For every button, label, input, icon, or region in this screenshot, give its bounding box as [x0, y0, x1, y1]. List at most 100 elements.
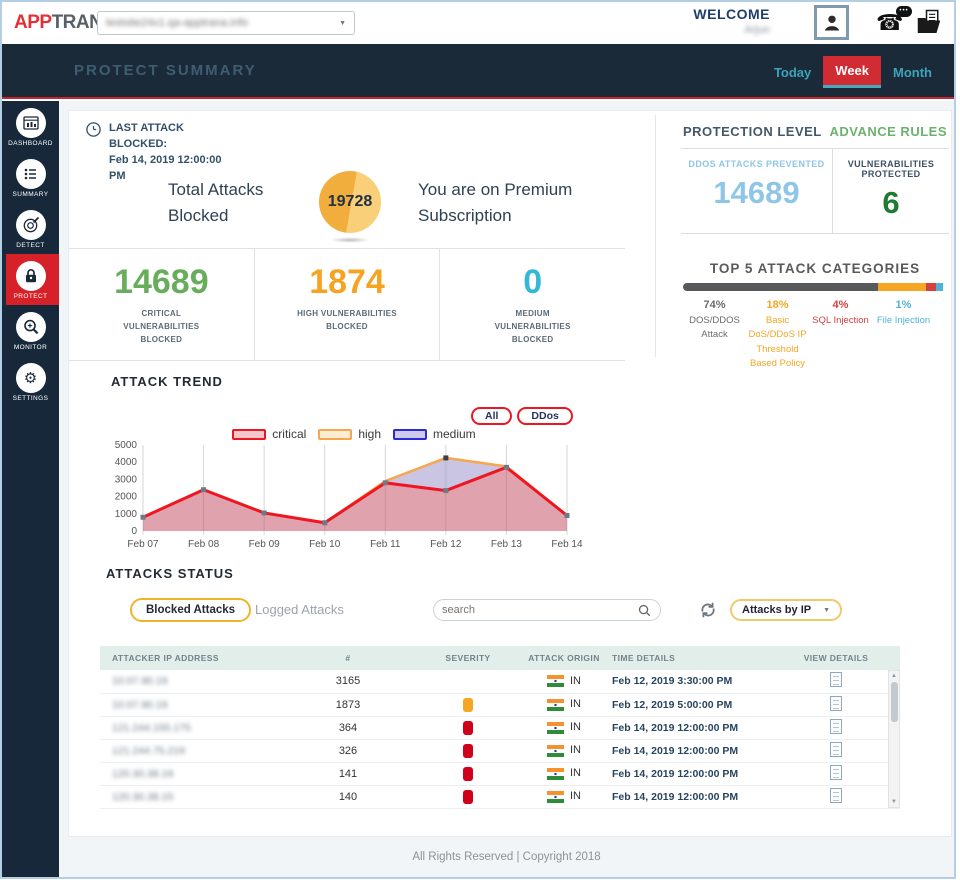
attacker-ip: 10.07.90.19 — [100, 693, 276, 717]
stat-high: 1874 HIGH VULNERABILITIES BLOCKED — [253, 249, 440, 360]
attacker-ip: 10.07.90.19 — [100, 670, 276, 694]
svg-text:5000: 5000 — [115, 440, 138, 451]
scroll-down-arrow[interactable]: ▼ — [891, 799, 897, 805]
user-name: Arjun — [744, 24, 770, 36]
category-label: Basic DoS/DDoS IP Threshold Based Policy — [748, 315, 807, 369]
chevron-down-icon: ▼ — [823, 606, 830, 614]
view-details-icon[interactable] — [830, 787, 842, 803]
dashboard-icon — [15, 108, 46, 138]
chat-bubble-icon: ••• — [896, 6, 912, 17]
last-attack-time: Feb 14, 2019 12:00:00 PM — [109, 153, 222, 182]
bar-segment-dos — [683, 283, 879, 291]
col-time-details: TIME DETAILS — [612, 646, 772, 670]
sidebar-item-monitor[interactable]: MONITOR — [2, 305, 59, 356]
attack-time: Feb 14, 2019 12:00:00 PM — [612, 739, 772, 763]
sidebar-nav: DASHBOARD SUMMARY DETECT PROTECT MONITOR — [2, 101, 59, 877]
sidebar-item-protect[interactable]: PROTECT — [2, 254, 59, 305]
attack-time: Feb 12, 2019 5:00:00 PM — [612, 693, 772, 717]
tab-month[interactable]: Month — [893, 64, 932, 80]
blocked-attacks-tab[interactable]: Blocked Attacks — [130, 598, 252, 622]
logo-app: APP — [14, 12, 52, 33]
page-title: PROTECT SUMMARY — [74, 62, 257, 79]
attacks-by-ip-value: Attacks by IP — [742, 604, 812, 616]
ddos-prevented-label: DDOS ATTACKS PREVENTED — [688, 159, 825, 169]
sidebar-item-settings[interactable]: ⚙ SETTINGS — [2, 356, 59, 407]
medium-legend-swatch — [393, 428, 427, 440]
contact-support-button[interactable]: ☎ ••• — [876, 6, 912, 38]
category-label: SQL Injection — [812, 315, 869, 326]
svg-text:Feb 10: Feb 10 — [309, 539, 341, 550]
attack-time: Feb 14, 2019 12:00:00 PM — [612, 785, 772, 809]
critical-legend-swatch — [232, 428, 267, 440]
attack-count: 364 — [276, 716, 420, 740]
reports-button[interactable] — [914, 8, 944, 38]
list-icon — [15, 159, 46, 189]
svg-text:1000: 1000 — [115, 509, 138, 520]
sidebar-item-label: DETECT — [16, 242, 45, 249]
table-row: 121.244.155.175 364 IN Feb 14, 2019 12:0… — [100, 716, 900, 740]
user-profile-button[interactable] — [814, 5, 849, 40]
sidebar-item-summary[interactable]: SUMMARY — [2, 152, 59, 203]
vulnerabilities-protected-value: 6 — [882, 185, 900, 220]
scrollbar-thumb[interactable] — [890, 682, 898, 722]
scroll-up-arrow[interactable]: ▲ — [891, 673, 897, 679]
high-legend-swatch — [318, 428, 353, 440]
india-flag-icon — [547, 790, 564, 803]
attack-trend-title: ATTACK TREND — [111, 374, 223, 389]
table-row: 120.30.38.19 141 IN Feb 14, 2019 12:00:0… — [100, 762, 900, 786]
view-details-icon[interactable] — [830, 741, 842, 757]
category-pct: 1% — [895, 299, 912, 311]
tab-week[interactable]: Week — [823, 56, 882, 88]
stat-critical-value: 14689 — [114, 263, 209, 301]
attacker-ip: 120.30.38.15 — [100, 785, 276, 809]
attack-time: Feb 14, 2019 12:00:00 PM — [612, 716, 772, 740]
logged-attacks-tab[interactable]: Logged Attacks — [255, 602, 344, 617]
sidebar-item-label: PROTECT — [13, 293, 48, 300]
tab-today[interactable]: Today — [773, 64, 812, 80]
table-row: 120.30.38.15 140 IN Feb 14, 2019 12:00:0… — [100, 785, 900, 809]
sidebar-item-detect[interactable]: DETECT — [2, 203, 59, 254]
attack-trend-chart: Feb 07 Feb 08 Feb 09 Feb 10 Feb 11 Feb 12 Feb … — [115, 440, 583, 550]
target-icon — [15, 210, 46, 240]
table-row: 10.07.90.19 3165 IN Feb 12, 2019 3:30:00… — [100, 670, 900, 694]
total-attacks-value: 19728 — [327, 193, 373, 210]
view-details-icon[interactable] — [830, 764, 842, 780]
attacker-ip: 120.30.38.19 — [100, 762, 276, 786]
category-label: File Injection — [876, 315, 931, 326]
search-icon[interactable] — [637, 603, 652, 618]
top5-stacked-bar — [683, 283, 947, 291]
view-details-icon[interactable] — [830, 695, 842, 711]
table-scrollbar[interactable]: ▲ ▼ — [888, 670, 900, 808]
bar-segment-basic — [878, 283, 926, 291]
category-pct: 4% — [832, 299, 849, 311]
protection-level-title: PROTECTION LEVEL — [683, 124, 822, 139]
advance-rules-link[interactable]: ADVANCE RULES — [829, 124, 947, 139]
refresh-button[interactable] — [698, 600, 718, 620]
india-flag-icon — [547, 698, 564, 711]
summary-card: LAST ATTACK BLOCKED: Feb 14, 2019 12:00:… — [68, 110, 952, 837]
filter-ddos-button[interactable]: DDos — [517, 407, 573, 425]
origin-code: IN — [570, 767, 581, 780]
filter-all-button[interactable]: All — [471, 407, 513, 425]
bar-segment-file — [936, 283, 944, 291]
domain-dropdown[interactable]: testsite24x1.qa-apptrana.info ▼ — [97, 11, 355, 35]
sidebar-item-dashboard[interactable]: DASHBOARD — [2, 101, 59, 152]
vulnerability-stats: 14689 CRITICAL VULNERABILITIES BLOCKED 1… — [69, 248, 625, 361]
attacks-by-ip-dropdown[interactable]: Attacks by IP ▼ — [730, 599, 842, 621]
origin-code: IN — [570, 698, 581, 711]
attack-count: 1873 — [276, 693, 420, 717]
severity-badge — [463, 789, 473, 804]
india-flag-icon — [547, 721, 564, 734]
search-input[interactable] — [442, 604, 637, 616]
vulnerabilities-protected-cell: VULNERABILITIES PROTECTED 6 — [833, 149, 949, 233]
col-severity: SEVERITY — [420, 646, 516, 670]
vertical-divider — [655, 115, 656, 357]
last-attack-blocked: LAST ATTACK BLOCKED: Feb 14, 2019 12:00:… — [85, 121, 235, 185]
welcome-block: WELCOME Arjun — [693, 6, 770, 36]
severity-badge — [463, 697, 473, 712]
main-content: LAST ATTACK BLOCKED: Feb 14, 2019 12:00:… — [59, 101, 954, 877]
category-label: DOS/DDOS Attack — [689, 315, 740, 341]
view-details-icon[interactable] — [830, 672, 842, 688]
view-details-icon[interactable] — [830, 718, 842, 734]
